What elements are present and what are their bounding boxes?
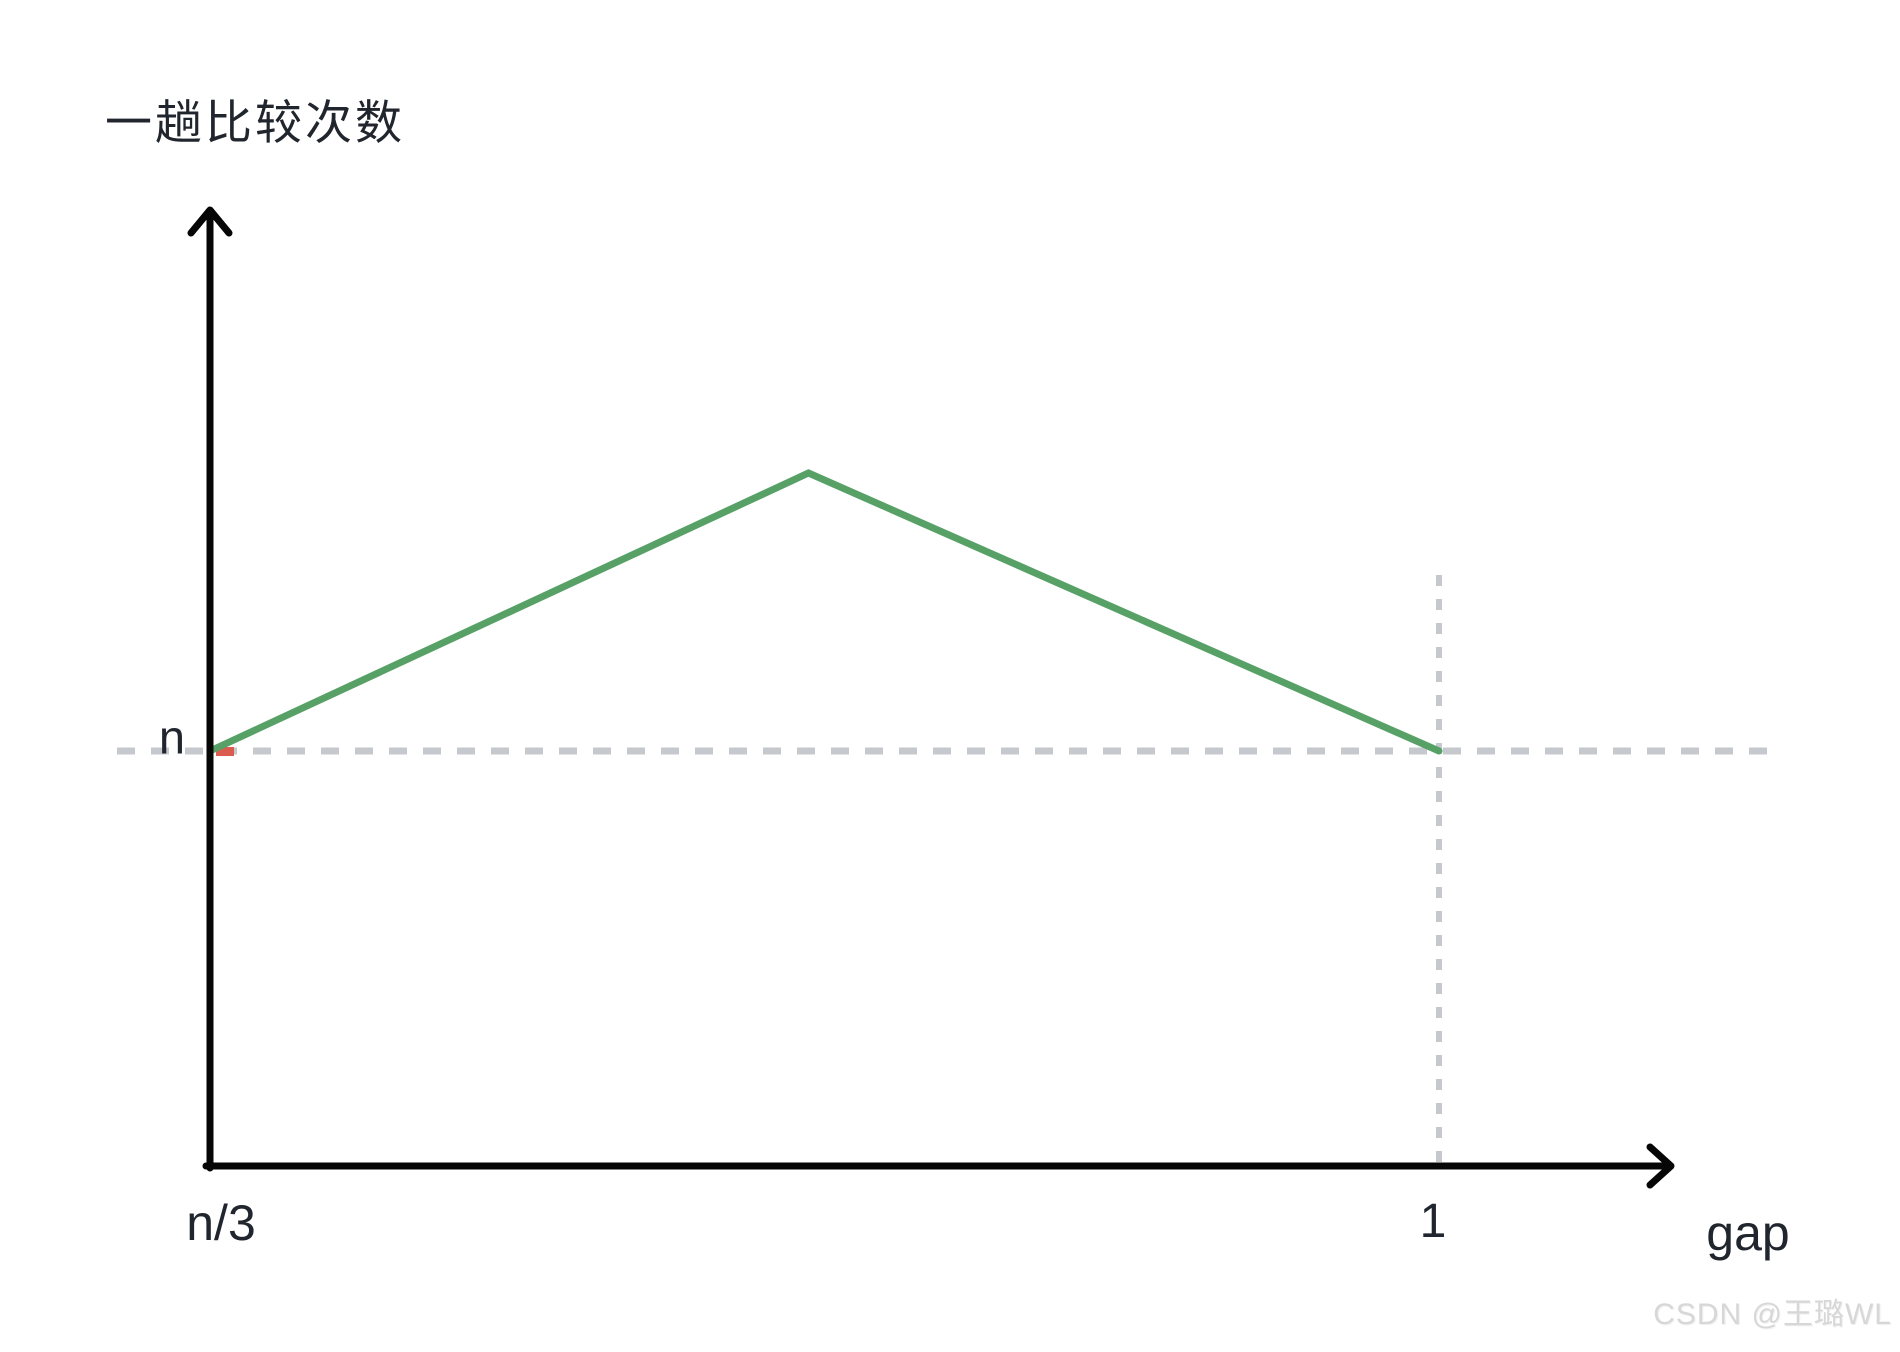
y-axis-arrowhead-icon: [187, 206, 233, 237]
watermark: CSDN @王璐WL: [1653, 1298, 1892, 1331]
x-tick-label-1: 1: [1419, 1195, 1447, 1248]
x-axis-label: gap: [1706, 1205, 1790, 1261]
x-axis-arrowhead-icon: [1646, 1143, 1675, 1189]
x-origin-label: n/3: [186, 1195, 256, 1251]
red-artifact-mark: [216, 747, 234, 756]
comparison-curve-line: [206, 469, 1443, 755]
y-axis-title: 一趟比较次数: [105, 96, 405, 149]
y-tick-label-n: n: [158, 710, 186, 764]
